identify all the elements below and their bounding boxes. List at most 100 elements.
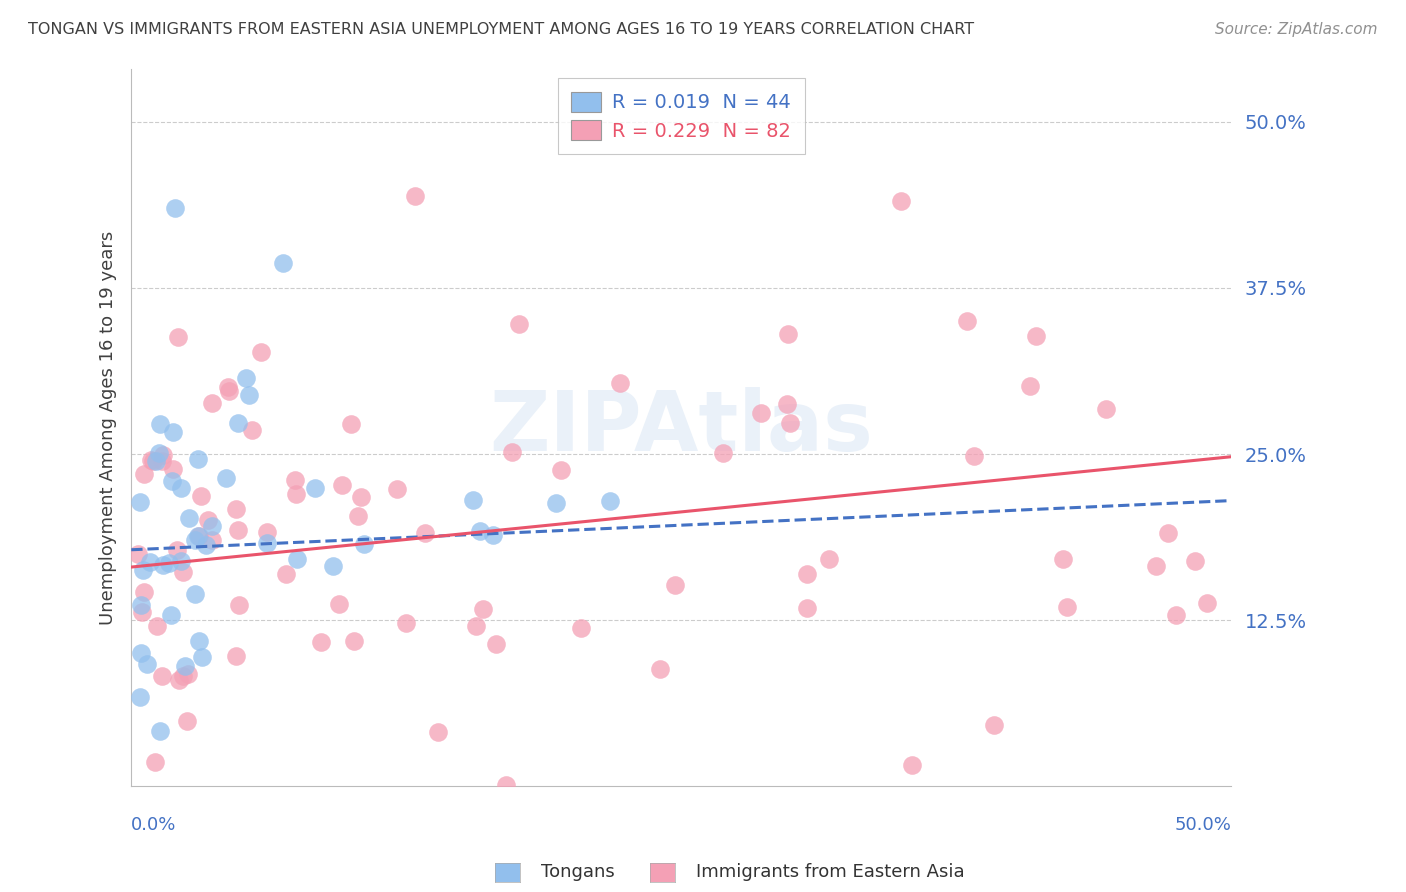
Point bbox=[197, 513, 219, 527]
Point bbox=[172, 669, 194, 683]
Point bbox=[983, 718, 1005, 732]
Point bbox=[152, 558, 174, 572]
Text: ZIPAtlas: ZIPAtlas bbox=[489, 387, 873, 468]
Point bbox=[188, 529, 211, 543]
Point bbox=[1052, 551, 1074, 566]
Point bbox=[901, 758, 924, 772]
Point bbox=[160, 608, 183, 623]
Point bbox=[339, 417, 361, 432]
Point bbox=[139, 453, 162, 467]
Point bbox=[956, 314, 979, 328]
Point bbox=[146, 619, 169, 633]
Point bbox=[395, 615, 418, 630]
Point bbox=[170, 554, 193, 568]
Point bbox=[1166, 607, 1188, 622]
Point bbox=[162, 462, 184, 476]
Point bbox=[779, 416, 801, 430]
Point bbox=[176, 714, 198, 729]
Point bbox=[132, 563, 155, 577]
Point bbox=[749, 406, 772, 420]
Point bbox=[225, 502, 247, 516]
Point bbox=[485, 637, 508, 651]
Point bbox=[273, 256, 295, 270]
Point bbox=[711, 446, 734, 460]
Point bbox=[599, 494, 621, 508]
Point bbox=[145, 453, 167, 467]
Point bbox=[664, 578, 686, 592]
Point bbox=[142, 454, 165, 468]
Point bbox=[172, 566, 194, 580]
Point bbox=[304, 481, 326, 495]
Point bbox=[162, 425, 184, 439]
Text: 50.0%: 50.0% bbox=[1174, 815, 1232, 834]
Point bbox=[347, 508, 370, 523]
Point bbox=[796, 601, 818, 615]
Point bbox=[201, 533, 224, 547]
Point bbox=[228, 598, 250, 612]
Point bbox=[609, 376, 631, 391]
Point bbox=[187, 633, 209, 648]
Point bbox=[343, 633, 366, 648]
Point bbox=[201, 395, 224, 409]
Point bbox=[160, 475, 183, 489]
Point bbox=[508, 318, 530, 332]
Point bbox=[330, 478, 353, 492]
Point bbox=[166, 543, 188, 558]
Point bbox=[250, 345, 273, 359]
Point bbox=[214, 471, 236, 485]
Point bbox=[131, 605, 153, 619]
Point bbox=[464, 619, 486, 633]
Point bbox=[148, 445, 170, 459]
Point bbox=[1094, 402, 1116, 417]
Point bbox=[1184, 554, 1206, 568]
Point bbox=[226, 523, 249, 537]
Point bbox=[350, 490, 373, 504]
Point bbox=[544, 496, 567, 510]
Point bbox=[217, 380, 239, 394]
Point bbox=[184, 533, 207, 547]
Point bbox=[128, 690, 150, 704]
Point bbox=[776, 326, 799, 341]
Point bbox=[1157, 525, 1180, 540]
Point bbox=[328, 597, 350, 611]
Point bbox=[167, 329, 190, 343]
Point bbox=[150, 454, 173, 468]
Point bbox=[550, 463, 572, 477]
Point bbox=[569, 621, 592, 635]
Point bbox=[136, 657, 159, 671]
Point bbox=[226, 416, 249, 430]
Point bbox=[179, 511, 201, 525]
Text: Source: ZipAtlas.com: Source: ZipAtlas.com bbox=[1215, 22, 1378, 37]
Text: Immigrants from Eastern Asia: Immigrants from Eastern Asia bbox=[696, 863, 965, 881]
Point bbox=[235, 371, 257, 385]
Point bbox=[201, 519, 224, 533]
Point bbox=[129, 598, 152, 612]
Point bbox=[963, 449, 986, 463]
Point bbox=[385, 483, 408, 497]
Point bbox=[796, 567, 818, 582]
Point bbox=[309, 635, 332, 649]
Point bbox=[240, 423, 263, 437]
Point bbox=[132, 584, 155, 599]
Point bbox=[322, 559, 344, 574]
Point bbox=[149, 723, 172, 738]
Point bbox=[157, 557, 180, 571]
Point bbox=[818, 552, 841, 566]
Point bbox=[284, 473, 307, 487]
Point bbox=[495, 778, 517, 792]
Point bbox=[276, 567, 298, 582]
Point bbox=[426, 725, 449, 739]
Point bbox=[187, 529, 209, 543]
Point bbox=[482, 528, 505, 542]
Point bbox=[776, 397, 799, 411]
Point bbox=[139, 555, 162, 569]
Point bbox=[890, 194, 912, 209]
Point bbox=[225, 649, 247, 664]
Point bbox=[256, 524, 278, 539]
Point bbox=[501, 445, 523, 459]
Point bbox=[413, 526, 436, 541]
Point bbox=[190, 489, 212, 503]
Point bbox=[143, 756, 166, 770]
Point bbox=[129, 494, 152, 508]
Point bbox=[134, 467, 156, 481]
